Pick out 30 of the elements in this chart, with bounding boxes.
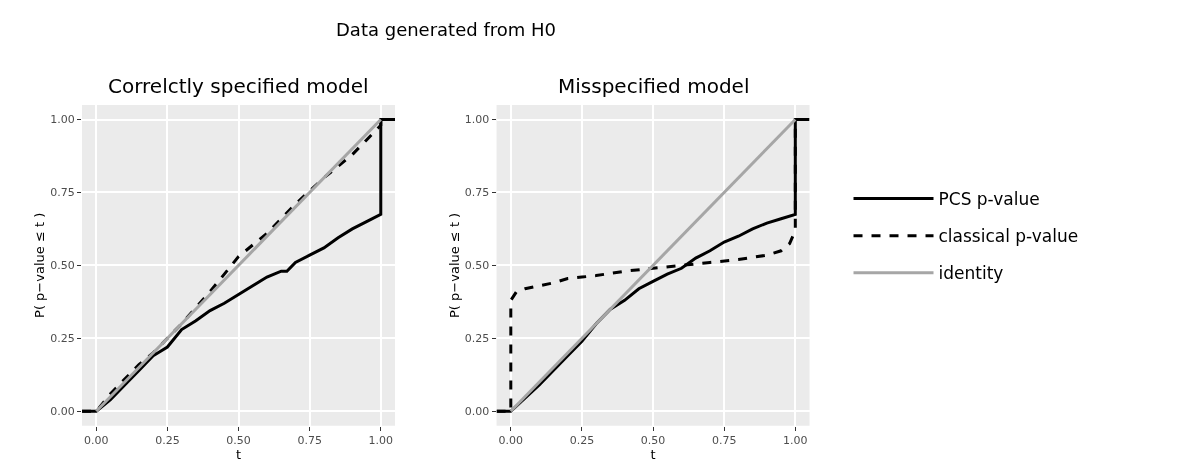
x-tick-label: 0.25: [155, 434, 180, 448]
y-tick-label: 1.00: [50, 113, 75, 127]
chart-title: Misspecified model: [558, 74, 750, 98]
text: Data generated from H0: [336, 19, 556, 40]
y-tick-label: 0.25: [50, 332, 75, 346]
x-tick-label: 0.00: [84, 434, 109, 448]
legend-label: classical p-value: [938, 226, 1079, 247]
y-tick-label: 1.00: [464, 113, 490, 127]
x-axis-title: t: [235, 447, 242, 463]
x-tick-label: 0.25: [569, 434, 595, 448]
legend-label: identity: [938, 263, 1004, 284]
y-tick-label: 0.75: [464, 186, 490, 200]
y-tick-label: 0.50: [464, 259, 490, 273]
y-tick-label: 0.50: [50, 259, 75, 273]
y-axis-title: P( p−value ≤ t ): [32, 212, 48, 318]
x-tick-label: 0.75: [297, 434, 322, 448]
y-tick-label: 0.00: [464, 405, 490, 419]
legend-label: PCS p-value: [938, 189, 1040, 210]
y-axis-title: P( p−value ≤ t ): [446, 212, 462, 318]
x-tick-label: 0.00: [498, 434, 524, 448]
y-tick-label: 0.75: [50, 186, 75, 200]
x-tick-label: 1.00: [783, 434, 808, 448]
x-axis-title: t: [650, 447, 656, 463]
y-tick-label: 0.25: [464, 332, 490, 346]
chart-title: Correlctly specified model: [108, 74, 369, 98]
x-tick-label: 0.50: [226, 434, 251, 448]
x-tick-label: 1.00: [368, 434, 394, 448]
y-tick-label: 0.00: [50, 405, 75, 419]
x-tick-label: 0.50: [640, 434, 666, 448]
x-tick-label: 0.75: [711, 434, 737, 448]
